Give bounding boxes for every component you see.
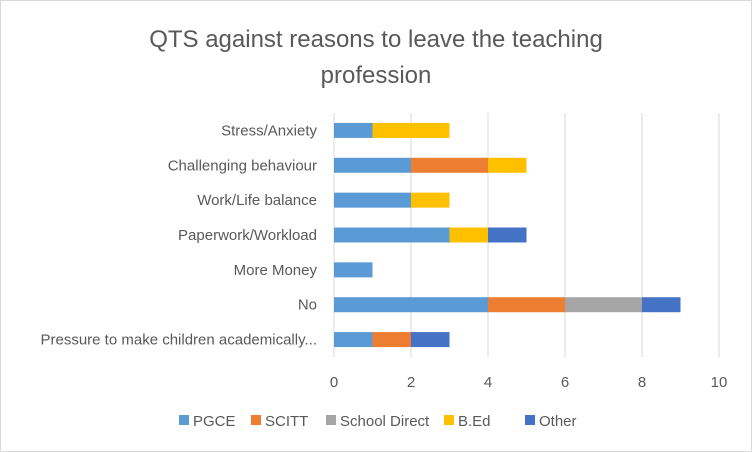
legend-swatch	[525, 415, 535, 425]
legend-swatch	[444, 415, 454, 425]
legend-label: PGCE	[193, 413, 236, 430]
legend-label: B.Ed	[458, 413, 491, 430]
legend-item-b-ed: B.Ed	[444, 413, 491, 430]
bar-pgce-6	[334, 297, 488, 313]
legend-label: School Direct	[340, 413, 430, 430]
bar-school-direct-6	[565, 297, 642, 313]
legend-swatch	[179, 415, 189, 425]
tick-label: 8	[638, 374, 646, 391]
bar-other-7	[411, 332, 450, 348]
category-axis-labels: Stress/Anxiety Challenging behaviour Work/…	[40, 122, 317, 348]
legend-label: SCITT	[265, 413, 308, 430]
chart-title: QTS against reasons to leave the teachin…	[149, 26, 603, 89]
bar-pgce-4	[334, 227, 450, 243]
tick-label: 10	[711, 374, 728, 391]
bar-pgce-3	[334, 192, 411, 208]
category-label: No	[298, 297, 317, 314]
chart-title-line-1: QTS against reasons to leave the teachin…	[149, 26, 603, 53]
tick-label: 6	[561, 374, 569, 391]
legend-item-pgce: PGCE	[179, 413, 236, 430]
bar-other-6	[642, 297, 681, 313]
category-label: Work/Life balance	[197, 192, 317, 209]
legend-item-school-direct: School Direct	[326, 413, 430, 430]
category-label: More Money	[234, 262, 318, 279]
category-label: Paperwork/Workload	[178, 227, 317, 244]
bar-scitt-6	[488, 297, 565, 313]
bar-pgce-7	[334, 332, 373, 348]
category-label: Pressure to make children academically..…	[40, 332, 317, 349]
bar-b-ed-3	[411, 192, 450, 208]
tick-label: 4	[484, 374, 492, 391]
bar-other-4	[488, 227, 527, 243]
category-label: Challenging behaviour	[168, 157, 317, 174]
chart-title-line-2: profession	[321, 62, 432, 89]
legend-item-scitt: SCITT	[251, 413, 308, 430]
bar-scitt-7	[372, 332, 411, 348]
bar-b-ed-1	[372, 122, 450, 138]
legend-swatch	[251, 415, 261, 425]
bar-pgce-1	[334, 122, 373, 138]
value-axis-tick-labels: 0 2 4 6 8 10	[330, 374, 728, 391]
legend-item-other: Other	[525, 413, 577, 430]
bar-b-ed-4	[449, 227, 488, 243]
legend-label: Other	[539, 413, 577, 430]
tick-label: 2	[407, 374, 415, 391]
legend: PGCE SCITT School Direct B.Ed Other	[179, 413, 577, 430]
bar-pgce-5	[334, 262, 373, 278]
legend-swatch	[326, 415, 336, 425]
category-label: Stress/Anxiety	[221, 122, 317, 139]
bars	[334, 122, 681, 348]
tick-label: 0	[330, 374, 338, 391]
bar-b-ed-2	[488, 157, 527, 173]
bar-scitt-2	[411, 157, 488, 173]
bar-pgce-2	[334, 157, 411, 173]
